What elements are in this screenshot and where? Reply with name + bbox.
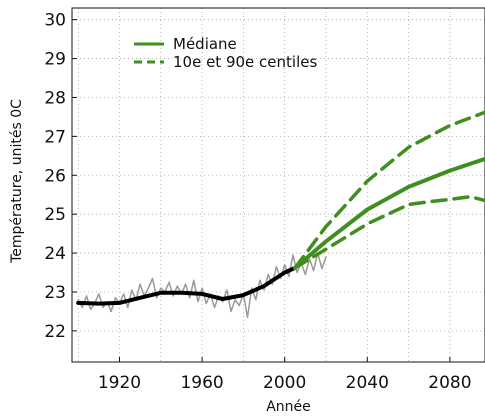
y-tick-label: 27 <box>44 127 66 147</box>
observed-smoothed-line <box>76 265 297 306</box>
x-tick-label: 2040 <box>346 373 389 393</box>
median-line <box>293 156 485 270</box>
grid <box>72 8 485 362</box>
y-tick-label: 30 <box>44 11 66 31</box>
series <box>76 110 485 319</box>
x-tick-label: 1960 <box>180 373 223 393</box>
y-axis-label: Température, unités 0C <box>9 99 25 264</box>
y-tick-label: 28 <box>44 88 66 108</box>
ticks: 22 23 24 25 26 27 28 29 30 1920 1960 2000 2040 2080 <box>44 11 471 393</box>
y-tick-label: 24 <box>44 244 66 264</box>
x-tick-label: 2000 <box>263 373 306 393</box>
y-tick-label: 26 <box>44 166 66 186</box>
x-tick-label: 1920 <box>98 373 141 393</box>
x-axis-label: Année <box>266 399 311 413</box>
y-tick-label: 29 <box>44 50 66 70</box>
y-tick-label: 23 <box>44 283 66 303</box>
y-tick-label: 25 <box>44 205 66 225</box>
legend-label: Médiane <box>173 35 237 53</box>
y-tick-label: 22 <box>44 322 66 342</box>
x-tick-label: 2080 <box>428 373 471 393</box>
lower-percentile-line <box>293 194 485 270</box>
legend-label: 10e et 90e centiles <box>173 53 317 71</box>
plot-frame <box>71 7 485 363</box>
upper-percentile-line <box>293 110 485 270</box>
observed-annual-line <box>77 252 327 319</box>
